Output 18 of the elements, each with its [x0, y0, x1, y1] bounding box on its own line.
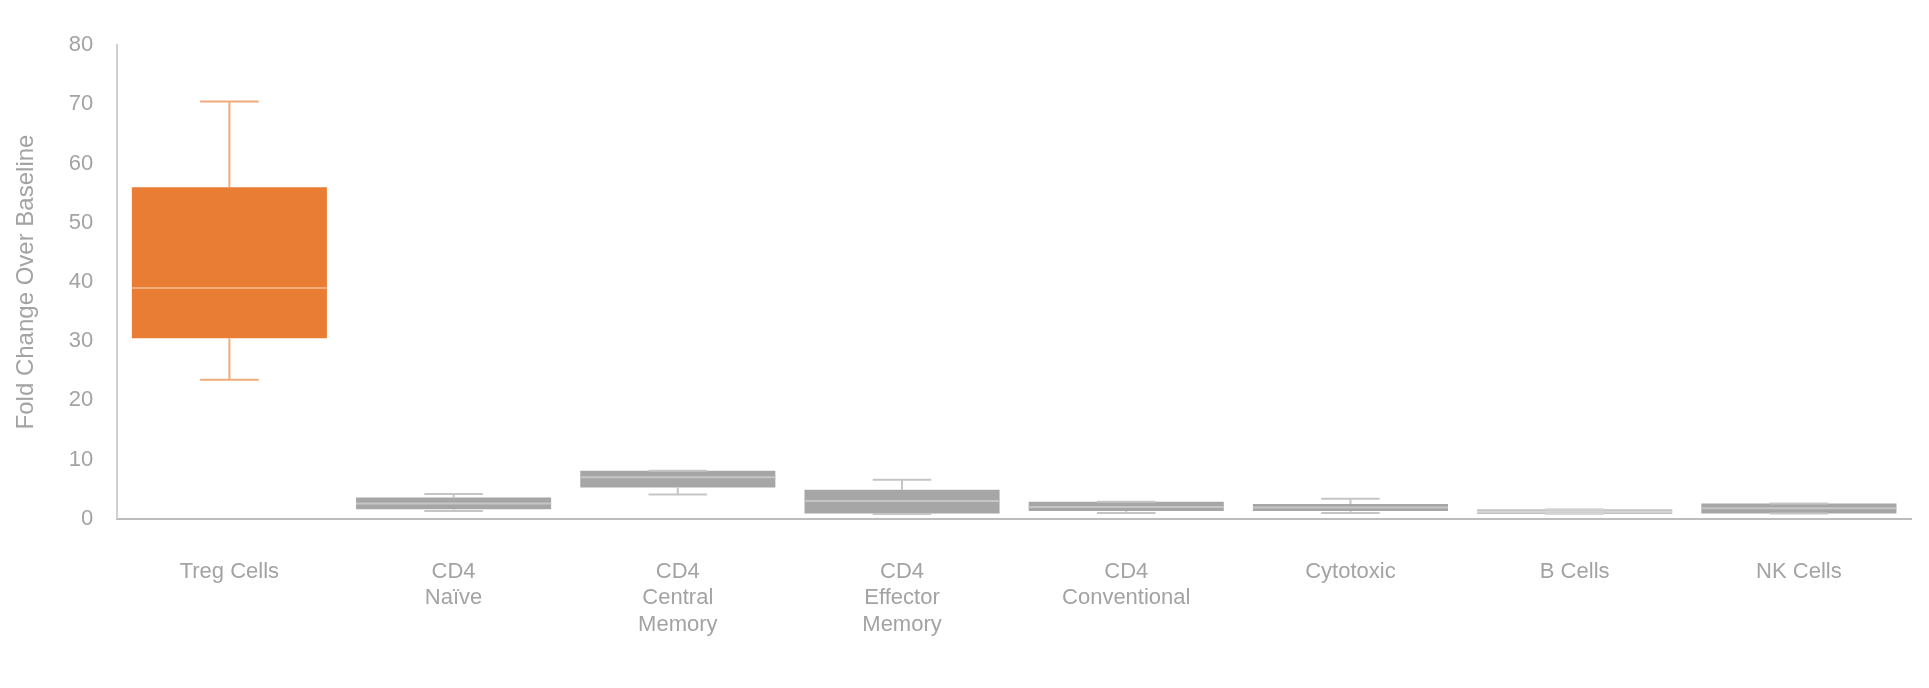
y-tick-label: 0	[81, 504, 94, 530]
y-tick-label: 70	[68, 90, 94, 116]
y-tick-label: 50	[68, 208, 94, 234]
x-tick-label: CD4 Central Memory	[638, 558, 718, 636]
x-tick-label: NK Cells	[1756, 558, 1842, 584]
y-tick-label: 30	[68, 327, 94, 353]
x-tick-label: B Cells	[1539, 558, 1610, 584]
x-tick-label: CD4 Conventional	[1062, 558, 1191, 610]
y-tick-label: 40	[68, 268, 94, 294]
x-tick-label: Cytotoxic	[1305, 558, 1396, 584]
x-tick-label: CD4 Naïve	[424, 558, 483, 610]
x-tick-label: CD4 Effector Memory	[862, 558, 942, 636]
y-tick-label: 10	[68, 445, 94, 471]
y-tick-label: 60	[68, 149, 94, 175]
y-tick-label: 80	[68, 31, 94, 57]
x-tick-label: Treg Cells	[179, 558, 280, 584]
y-tick-label: 20	[68, 386, 94, 412]
y-axis-title: Fold Change Over Baseline	[11, 134, 39, 430]
